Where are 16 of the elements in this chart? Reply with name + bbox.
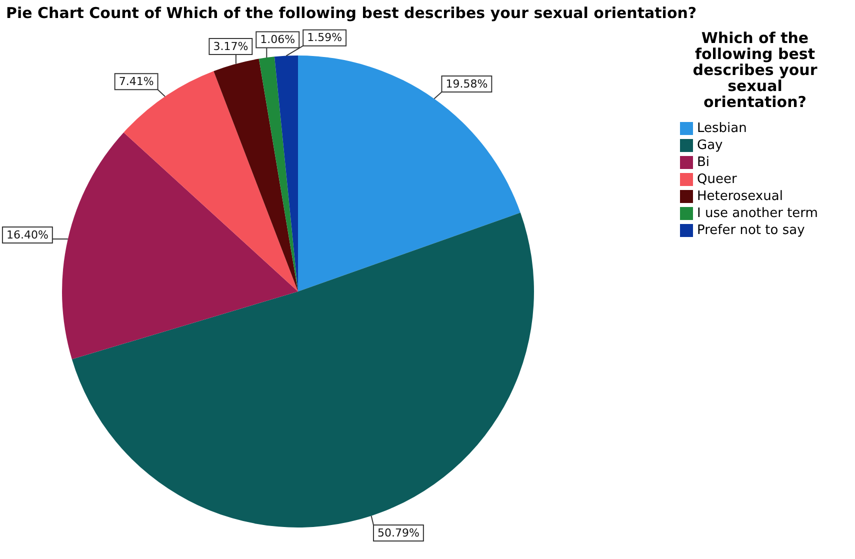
data-label: 7.41% bbox=[118, 75, 154, 88]
data-label: 1.59% bbox=[307, 31, 342, 44]
data-label: 1.06% bbox=[260, 33, 296, 46]
data-label: 16.40% bbox=[6, 228, 48, 242]
data-label: 3.17% bbox=[213, 40, 248, 53]
data-label: 19.58% bbox=[446, 77, 488, 90]
legend-label: Bi bbox=[697, 155, 710, 170]
legend-label: Queer bbox=[697, 172, 737, 187]
legend-label: Prefer not to say bbox=[697, 223, 805, 238]
data-label: 50.79% bbox=[377, 526, 420, 540]
legend-label: Gay bbox=[697, 138, 723, 153]
legend-label: I use another term bbox=[697, 206, 818, 221]
legend-label: Heterosexual bbox=[697, 189, 783, 204]
chart-title: Pie Chart Count of Which of the following best describes your sexual orientation? bbox=[6, 4, 697, 22]
legend-label: Lesbian bbox=[697, 121, 747, 136]
legend-title: Which of the following best describes your sexual orientation? bbox=[692, 29, 818, 111]
